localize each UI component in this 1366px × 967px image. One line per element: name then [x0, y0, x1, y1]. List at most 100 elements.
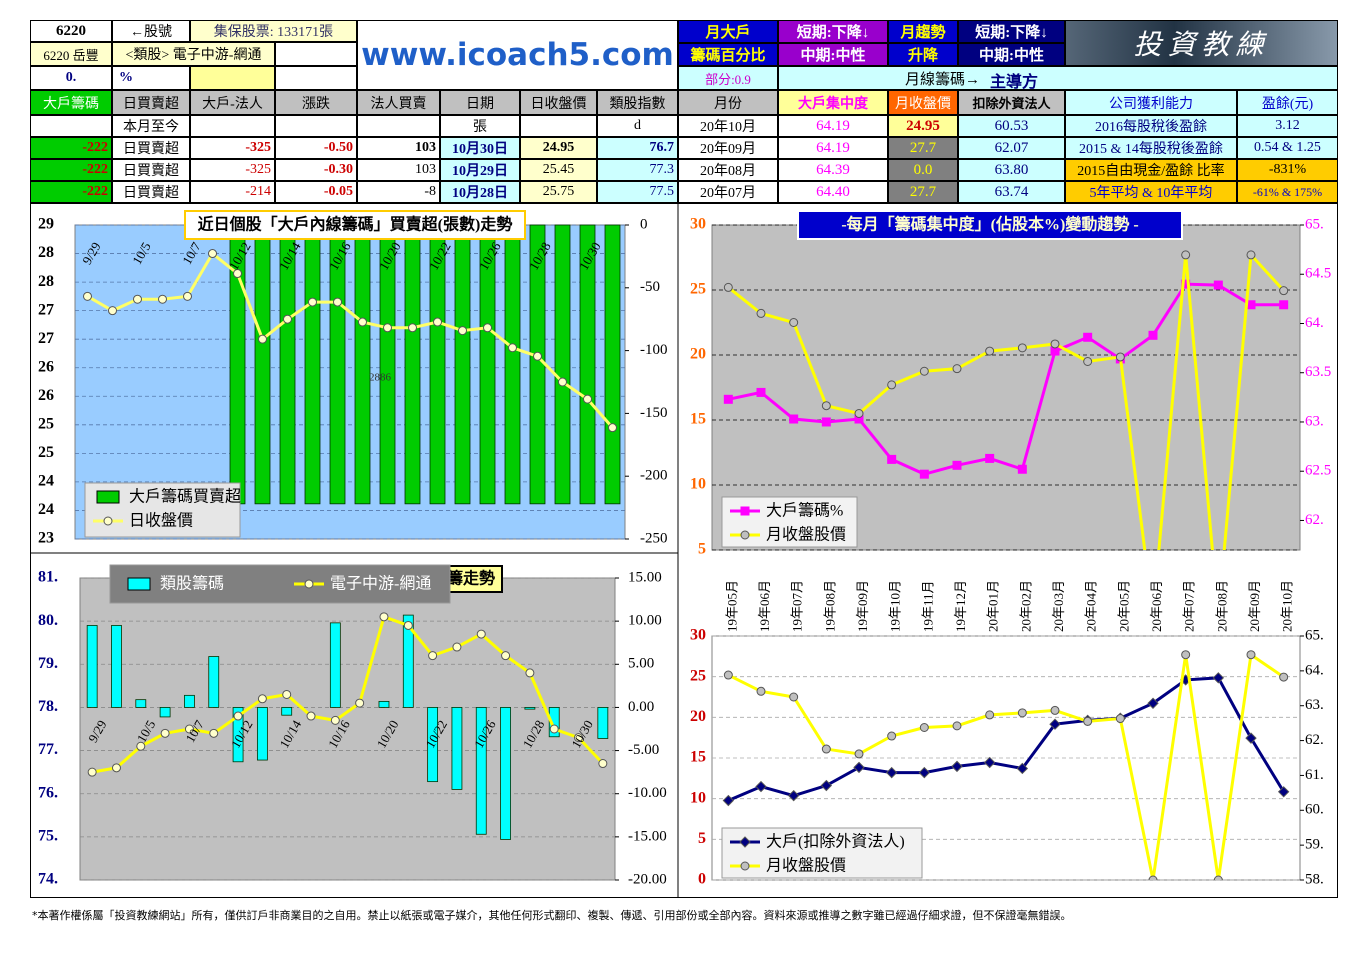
table-cell: -0.50: [275, 137, 357, 159]
marker: [428, 651, 438, 661]
y2-tick-label: 62.: [1305, 732, 1324, 748]
table-cell: 60.53: [958, 115, 1065, 137]
pct-value: 0.: [30, 66, 112, 90]
line: [727, 652, 1285, 880]
marker: [952, 460, 962, 470]
marker: [1147, 697, 1159, 709]
legend-label: 類股籌碼: [160, 575, 224, 593]
marker: [355, 698, 365, 708]
marker: [1181, 250, 1191, 260]
table-cell: -0.30: [275, 159, 357, 181]
table-cell: 63.74: [958, 181, 1065, 203]
marker: [306, 711, 316, 721]
marker: [853, 761, 865, 774]
marker: [1115, 352, 1125, 362]
table-cell: [190, 115, 275, 137]
table-cell: -325: [190, 159, 275, 181]
marker: [208, 249, 217, 259]
marker: [608, 423, 617, 433]
table-cell: 盈餘(元): [1237, 90, 1338, 115]
y2-tick-label: 64.5: [1305, 266, 1331, 282]
y2-tick-label: -15.00: [628, 828, 667, 844]
marker: [985, 710, 995, 720]
table-cell: [520, 115, 597, 137]
marker: [403, 620, 413, 630]
x-tick-label: 19年08月: [822, 580, 837, 632]
marker: [1050, 705, 1060, 715]
marker: [1083, 357, 1093, 366]
marker: [887, 731, 897, 741]
marker: [483, 323, 492, 333]
table-cell: 2016每股稅後盈餘: [1065, 115, 1237, 137]
y-tick-label: 24: [38, 501, 54, 518]
marker: [233, 269, 242, 279]
x-tick-label: 20年02月: [1018, 580, 1033, 632]
blank-cell: [275, 42, 357, 66]
table-cell: [30, 115, 112, 137]
table-cell: [275, 115, 357, 137]
mid-term: 中期:中性: [958, 43, 1065, 66]
marker: [525, 668, 535, 678]
table-cell: 64.19: [778, 115, 888, 137]
y2-tick-label: 64.: [1305, 315, 1324, 331]
mid-term: 中期:中性: [778, 43, 888, 66]
table-cell: 日收盤價: [520, 90, 597, 115]
marker: [787, 789, 800, 802]
table-cell: 日買賣超: [112, 137, 190, 159]
y-tick-label: 78.: [38, 698, 58, 715]
table-cell: 25.75: [520, 181, 597, 203]
marker: [1148, 875, 1158, 880]
table-cell: 日買賣超: [112, 181, 190, 203]
table-cell: -325: [190, 137, 275, 159]
chart: 5 10 15 20 25 30 62. 62.5 63. 63.5 64. 64.5 65. 19年05…: [690, 210, 1331, 632]
marker: [756, 387, 766, 397]
marker: [583, 394, 592, 404]
y-tick-label: 79.: [38, 655, 58, 672]
line: [91, 614, 604, 774]
marker: [136, 741, 146, 751]
shares: 集保股票: 133171張: [190, 20, 357, 42]
marker: [209, 728, 219, 738]
y-tick-label: 5: [698, 541, 706, 558]
site-logo: www.icoach5.com: [357, 20, 678, 90]
marker: [983, 756, 996, 769]
y-tick-label: 26: [38, 387, 54, 404]
y-tick-label: 81.: [38, 569, 58, 586]
marker: [1017, 343, 1027, 353]
marker: [283, 314, 292, 324]
y-tick-label: 23: [38, 530, 54, 547]
y-tick-label: 0: [698, 871, 706, 888]
marker: [1017, 464, 1027, 474]
marker: [821, 744, 831, 754]
annotation: 2886: [369, 372, 392, 384]
y-tick-label: 30: [690, 216, 706, 233]
y-tick-label: 75.: [38, 828, 58, 845]
table-cell: 27.7: [888, 181, 958, 203]
marker: [433, 317, 442, 327]
marker: [1279, 672, 1289, 682]
legend-label: 大戶(扣除外資法人): [766, 833, 905, 851]
y-tick-label: 25: [38, 444, 54, 461]
chart-frame: [30, 203, 1338, 898]
y-tick-label: 74.: [38, 871, 58, 888]
y-tick-label: 29: [38, 216, 54, 233]
bar: [135, 699, 147, 708]
x-tick-label: 20年08月: [1214, 580, 1229, 632]
legend-marker: [304, 579, 314, 589]
chart: 23 24 24 25 25 26 26 27 27 28 28 29 0 -50 -100 -150 -200…: [38, 210, 668, 547]
marker: [111, 763, 121, 773]
title-box: [797, 210, 1183, 240]
y2-tick-label: 10.00: [628, 613, 662, 629]
marker: [1050, 339, 1060, 349]
pct-unit: %: [112, 66, 190, 90]
table-cell: 月收盤價: [888, 90, 958, 115]
chip-pct: 籌碼百分比: [678, 43, 778, 66]
marker: [183, 291, 192, 301]
chip-bar: [778, 66, 1338, 90]
table-cell: -222: [30, 159, 112, 181]
line: [728, 282, 1284, 476]
short-term: 短期:下降↓: [778, 20, 888, 43]
legend-box: [721, 827, 923, 879]
bar: [378, 700, 390, 708]
